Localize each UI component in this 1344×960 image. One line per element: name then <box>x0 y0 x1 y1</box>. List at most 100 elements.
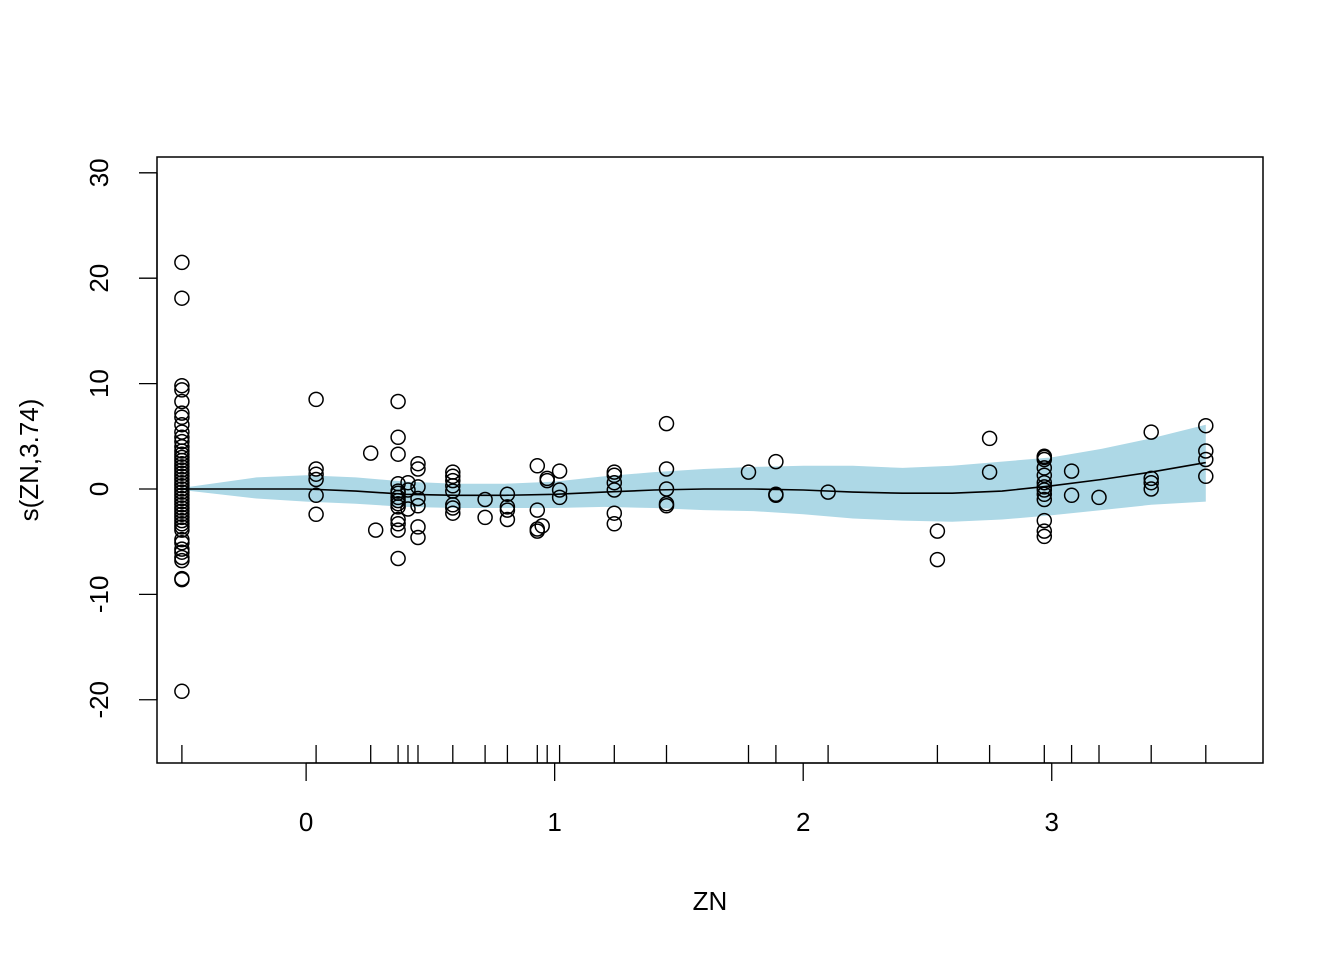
data-point <box>308 471 324 488</box>
data-point <box>477 491 493 508</box>
data-point <box>539 472 555 489</box>
data-point <box>1143 481 1159 497</box>
data-point <box>174 405 190 421</box>
data-point <box>308 391 324 408</box>
data-point <box>658 461 675 477</box>
data-point <box>606 474 623 491</box>
data-point <box>400 474 416 491</box>
data-point <box>174 433 190 450</box>
data-point <box>445 478 461 494</box>
data-point <box>410 529 426 546</box>
data-point <box>1198 417 1214 434</box>
data-point <box>1143 424 1159 440</box>
data-point <box>445 472 461 489</box>
data-point <box>1036 512 1053 529</box>
data-point <box>308 506 324 523</box>
y-tick-label: -20 <box>84 681 114 719</box>
rug-marks <box>181 745 1207 763</box>
data-point <box>390 550 406 567</box>
data-point <box>1198 443 1214 459</box>
data-point <box>1036 486 1053 503</box>
y-tick-label: 30 <box>84 158 114 187</box>
data-point <box>1143 470 1159 487</box>
data-point <box>740 464 757 480</box>
data-point <box>658 498 675 514</box>
data-point <box>400 482 416 498</box>
smooth-curve <box>181 461 1206 497</box>
data-point <box>499 486 516 503</box>
data-point <box>551 463 568 479</box>
data-point <box>362 445 379 461</box>
smooth-curve-layer <box>181 461 1206 497</box>
data-point <box>410 479 426 495</box>
data-point <box>174 382 190 398</box>
data-point <box>768 487 784 504</box>
data-point <box>606 516 623 532</box>
data-point <box>445 468 461 485</box>
partial-residual-points <box>174 254 1214 700</box>
data-point <box>534 518 550 534</box>
y-tick-label: 20 <box>84 264 114 293</box>
data-point <box>410 498 426 514</box>
data-point <box>551 482 568 498</box>
x-axis: 0 1 2 3 <box>299 762 1059 837</box>
data-point <box>390 516 406 532</box>
y-tick-label: 10 <box>84 369 114 398</box>
data-point <box>308 487 324 504</box>
data-point <box>410 490 426 507</box>
data-point <box>174 290 190 306</box>
data-point <box>929 523 946 539</box>
y-axis: -20 -10 0 10 20 30 <box>84 158 158 719</box>
data-point <box>529 458 546 474</box>
data-point <box>1063 487 1080 504</box>
data-point <box>174 254 190 271</box>
data-point <box>174 416 190 433</box>
data-point <box>929 551 946 568</box>
data-point <box>308 466 324 482</box>
data-point <box>390 429 406 446</box>
data-point <box>658 415 675 432</box>
data-point <box>1036 523 1053 539</box>
data-point <box>174 377 190 394</box>
data-point <box>390 393 406 410</box>
data-point <box>1036 460 1053 476</box>
data-point <box>768 453 784 470</box>
data-point <box>174 409 190 426</box>
data-point <box>400 501 416 517</box>
data-point <box>174 393 190 410</box>
data-point <box>367 522 384 538</box>
data-point <box>499 502 516 518</box>
data-point <box>1143 474 1159 491</box>
data-point <box>308 461 324 477</box>
data-point <box>174 552 190 569</box>
data-point <box>1036 474 1053 491</box>
data-point <box>174 534 190 551</box>
data-point <box>1091 489 1107 506</box>
data-point <box>390 446 406 462</box>
data-point <box>445 500 461 516</box>
x-tick-label: 3 <box>1045 807 1059 837</box>
x-tick-label: 2 <box>796 807 810 837</box>
data-point <box>410 461 426 477</box>
y-tick-label: 0 <box>84 482 114 496</box>
data-point <box>1036 528 1053 545</box>
x-tick-label: 0 <box>299 807 313 837</box>
y-axis-label: s(ZN,3.74) <box>14 399 44 522</box>
data-point <box>390 511 406 528</box>
data-point <box>606 505 623 521</box>
data-point <box>477 509 493 526</box>
data-point <box>529 502 546 518</box>
data-point <box>174 683 190 700</box>
confidence-band <box>181 424 1206 522</box>
data-point <box>174 571 190 588</box>
data-point <box>1063 463 1080 479</box>
data-point <box>174 544 190 560</box>
data-point <box>445 505 461 521</box>
data-point <box>820 484 836 500</box>
data-point <box>390 499 406 515</box>
data-point <box>499 511 516 528</box>
data-point <box>551 489 568 506</box>
data-point <box>981 464 998 480</box>
data-point <box>410 455 426 472</box>
